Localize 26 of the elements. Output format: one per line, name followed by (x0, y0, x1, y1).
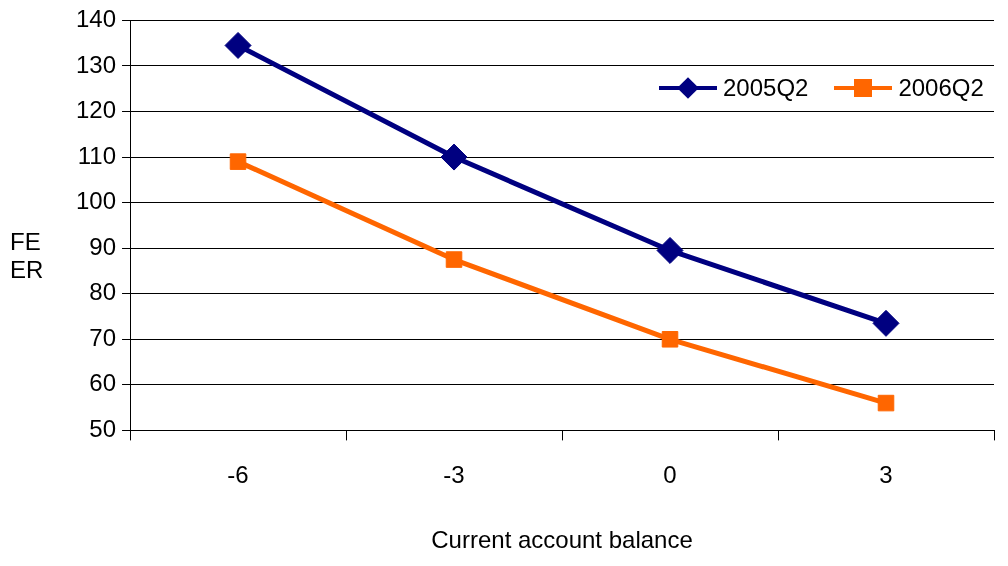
point (445, 251, 463, 268)
x-axis-title: Current account balance (431, 526, 693, 554)
point (877, 394, 895, 412)
x-tick-label: -3 (443, 461, 465, 489)
point (229, 153, 247, 170)
y-tick-label: 50 (89, 415, 117, 443)
point (656, 236, 684, 264)
y-tick-label: 90 (89, 232, 117, 260)
y-tick-label: 70 (89, 323, 117, 351)
y-axis-title: FEER (10, 228, 45, 284)
y-tick-label: 100 (76, 187, 117, 215)
y-tick-label: 110 (77, 141, 117, 169)
legend-label: 2006Q2 (898, 74, 984, 103)
y-tick-label: 60 (89, 369, 117, 397)
y-tick-label: 80 (89, 278, 117, 306)
point (872, 309, 900, 337)
x-tick-label: -6 (227, 461, 249, 489)
y-tick-label: 130 (76, 50, 117, 78)
x-tick-label: 3 (879, 461, 893, 489)
y-tick-label: 120 (76, 96, 117, 124)
point (661, 331, 679, 348)
point (224, 31, 252, 59)
legend-label: 2005Q2 (723, 74, 809, 103)
x-tick-label: 0 (663, 461, 677, 489)
y-tick-label: 140 (76, 5, 117, 33)
point (440, 143, 468, 171)
